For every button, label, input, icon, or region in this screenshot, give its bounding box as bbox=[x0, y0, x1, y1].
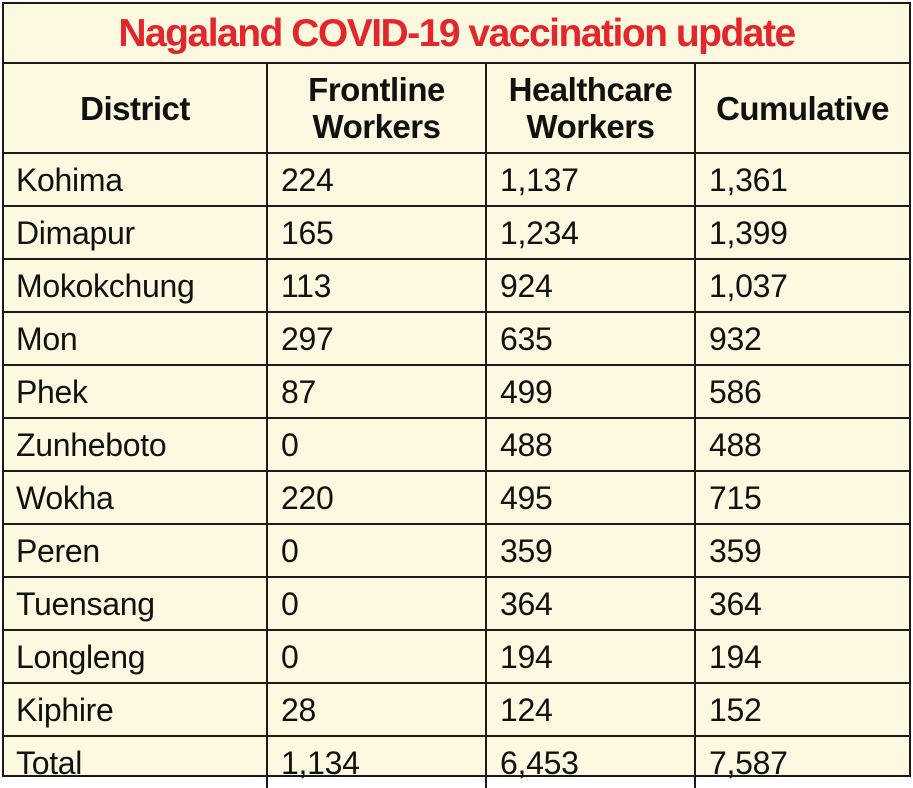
table-title: Nagaland COVID-19 vaccination update bbox=[4, 4, 909, 64]
table-row: Longleng 0 194 194 bbox=[4, 629, 909, 684]
healthcare-cell: 6,453 bbox=[485, 735, 696, 788]
district-cell: Mon bbox=[4, 311, 268, 366]
column-header-district: District bbox=[4, 64, 268, 154]
table-row: Phek 87 499 586 bbox=[4, 364, 909, 419]
district-cell: Phek bbox=[4, 364, 268, 419]
frontline-cell: 0 bbox=[266, 417, 487, 472]
table-row: Peren 0 359 359 bbox=[4, 523, 909, 578]
district-cell: Kohima bbox=[4, 152, 268, 207]
district-cell: Zunheboto bbox=[4, 417, 268, 472]
column-header-healthcare: Healthcare Workers bbox=[485, 64, 696, 154]
healthcare-cell: 194 bbox=[485, 629, 696, 684]
cumulative-cell: 932 bbox=[694, 311, 909, 366]
frontline-cell: 165 bbox=[266, 205, 487, 260]
cumulative-cell: 194 bbox=[694, 629, 909, 684]
cumulative-cell: 586 bbox=[694, 364, 909, 419]
district-cell: Longleng bbox=[4, 629, 268, 684]
table-body: Kohima 224 1,137 1,361 Dimapur 165 1,234 1,399 M… bbox=[4, 152, 909, 788]
column-header-healthcare-line2: Workers bbox=[526, 108, 655, 145]
table-row: Tuensang 0 364 364 bbox=[4, 576, 909, 631]
header-row: District Frontline Workers Healthcare Wo… bbox=[4, 64, 909, 154]
cumulative-cell: 1,399 bbox=[694, 205, 909, 260]
frontline-cell: 28 bbox=[266, 682, 487, 737]
vaccination-table: District Frontline Workers Healthcare Wo… bbox=[4, 64, 909, 788]
cumulative-cell: 7,587 bbox=[694, 735, 909, 788]
district-cell: Tuensang bbox=[4, 576, 268, 631]
table-row: Mokokchung 113 924 1,037 bbox=[4, 258, 909, 313]
frontline-cell: 113 bbox=[266, 258, 487, 313]
cumulative-cell: 715 bbox=[694, 470, 909, 525]
frontline-cell: 87 bbox=[266, 364, 487, 419]
cumulative-cell: 152 bbox=[694, 682, 909, 737]
cumulative-cell: 364 bbox=[694, 576, 909, 631]
healthcare-cell: 364 bbox=[485, 576, 696, 631]
table-row: Kiphire 28 124 152 bbox=[4, 682, 909, 737]
column-header-district-label: District bbox=[80, 89, 190, 127]
district-cell: Total bbox=[4, 735, 268, 788]
frontline-cell: 1,134 bbox=[266, 735, 487, 788]
total-row: Total 1,134 6,453 7,587 bbox=[4, 735, 909, 788]
district-cell: Peren bbox=[4, 523, 268, 578]
column-header-cumulative-label: Cumulative bbox=[716, 89, 889, 127]
cumulative-cell: 488 bbox=[694, 417, 909, 472]
healthcare-cell: 1,137 bbox=[485, 152, 696, 207]
column-header-cumulative: Cumulative bbox=[694, 64, 909, 154]
healthcare-cell: 488 bbox=[485, 417, 696, 472]
frontline-cell: 0 bbox=[266, 576, 487, 631]
healthcare-cell: 499 bbox=[485, 364, 696, 419]
frontline-cell: 0 bbox=[266, 523, 487, 578]
district-cell: Wokha bbox=[4, 470, 268, 525]
frontline-cell: 224 bbox=[266, 152, 487, 207]
healthcare-cell: 359 bbox=[485, 523, 696, 578]
healthcare-cell: 124 bbox=[485, 682, 696, 737]
table-row: Mon 297 635 932 bbox=[4, 311, 909, 366]
table-row: Dimapur 165 1,234 1,399 bbox=[4, 205, 909, 260]
table-row: Wokha 220 495 715 bbox=[4, 470, 909, 525]
column-header-healthcare-line1: Healthcare bbox=[508, 71, 673, 108]
healthcare-cell: 635 bbox=[485, 311, 696, 366]
frontline-cell: 220 bbox=[266, 470, 487, 525]
table-row: Zunheboto 0 488 488 bbox=[4, 417, 909, 472]
healthcare-cell: 1,234 bbox=[485, 205, 696, 260]
healthcare-cell: 495 bbox=[485, 470, 696, 525]
frontline-cell: 0 bbox=[266, 629, 487, 684]
cumulative-cell: 359 bbox=[694, 523, 909, 578]
column-header-frontline-line2: Workers bbox=[312, 108, 441, 145]
frontline-cell: 297 bbox=[266, 311, 487, 366]
district-cell: Dimapur bbox=[4, 205, 268, 260]
district-cell: Mokokchung bbox=[4, 258, 268, 313]
column-header-frontline-line1: Frontline bbox=[308, 71, 445, 108]
column-header-frontline: Frontline Workers bbox=[266, 64, 487, 154]
district-cell: Kiphire bbox=[4, 682, 268, 737]
cumulative-cell: 1,361 bbox=[694, 152, 909, 207]
table-row: Kohima 224 1,137 1,361 bbox=[4, 152, 909, 207]
healthcare-cell: 924 bbox=[485, 258, 696, 313]
cumulative-cell: 1,037 bbox=[694, 258, 909, 313]
